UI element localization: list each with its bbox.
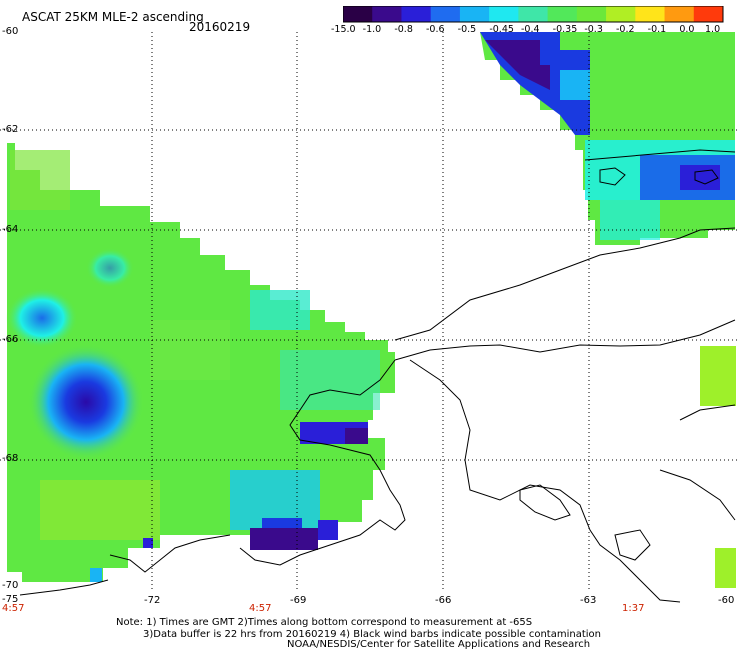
note-line-3: NOAA/NESDIS/Center for Satellite Applica…: [287, 639, 591, 650]
time-label: 4:57: [249, 603, 272, 614]
lat-label: -62: [2, 124, 19, 135]
upper-right-swath: [480, 32, 735, 245]
lon-label: -72: [144, 595, 161, 606]
graticule: [0, 32, 738, 590]
lat-label: -64: [2, 224, 19, 235]
colorbar-swatch: [664, 6, 695, 22]
colorbar-swatch: [547, 6, 578, 22]
lat-label: -68: [2, 453, 19, 464]
lat-label: -70: [2, 580, 19, 591]
colorbar-swatch: [401, 6, 432, 22]
colorbar-swatch: [635, 6, 666, 22]
colorbar: [343, 6, 724, 23]
note-line-2: 3)Data buffer is 22 hrs from 20160219 4)…: [143, 629, 601, 640]
lon-label: -66: [435, 595, 452, 606]
colorbar-tick-label: 1.0: [705, 24, 721, 35]
colorbar-tick-label: -0.35: [552, 24, 578, 35]
colorbar-swatch: [343, 6, 373, 22]
time-label: 1:37: [622, 603, 645, 614]
colorbar-swatch: [606, 6, 636, 22]
colorbar-swatch: [459, 6, 490, 22]
colorbar-tick-label: -0.1: [647, 24, 667, 35]
colorbar-tick-label: -15.0: [331, 24, 356, 35]
edge-patch: [700, 346, 736, 406]
map-title: ASCAT 25KM MLE-2 ascending: [22, 10, 204, 24]
colorbar-tick-label: -0.8: [394, 24, 413, 35]
colorbar-swatch: [576, 6, 607, 22]
lon-label: -60: [718, 595, 735, 606]
lon-label: -69: [290, 595, 307, 606]
colorbar-tick-label: -1.0: [362, 24, 382, 35]
colorbar-swatch: [372, 6, 402, 22]
colorbar-swatches: [343, 6, 724, 22]
colorbar-tick-label: 0.0: [679, 24, 695, 35]
colorbar-swatch: [693, 6, 724, 22]
coastline: [19, 149, 736, 603]
colorbar-tick-label: -0.3: [584, 24, 603, 35]
colorbar-tick-label: -0.2: [616, 24, 635, 35]
lat-label: -66: [2, 334, 19, 345]
lon-label: -75: [2, 594, 19, 605]
colorbar-swatch: [430, 6, 461, 22]
map-date: 20160219: [189, 20, 251, 34]
edge-patch: [715, 548, 736, 588]
time-label: 4:57: [2, 603, 25, 614]
colorbar-tick-label: -0.6: [426, 24, 445, 35]
colorbar-tick-label: -0.45: [489, 24, 514, 35]
colorbar-tick-label: -0.4: [521, 24, 540, 35]
note-line-1: Note: 1) Times are GMT 2)Times along bot…: [116, 617, 533, 628]
colorbar-swatch: [489, 6, 519, 22]
left-swath: [6, 143, 395, 582]
colorbar-swatch: [518, 6, 549, 22]
lat-label: -60: [2, 26, 19, 37]
lon-label: -63: [580, 595, 597, 606]
colorbar-tick-label: -0.5: [457, 24, 477, 35]
